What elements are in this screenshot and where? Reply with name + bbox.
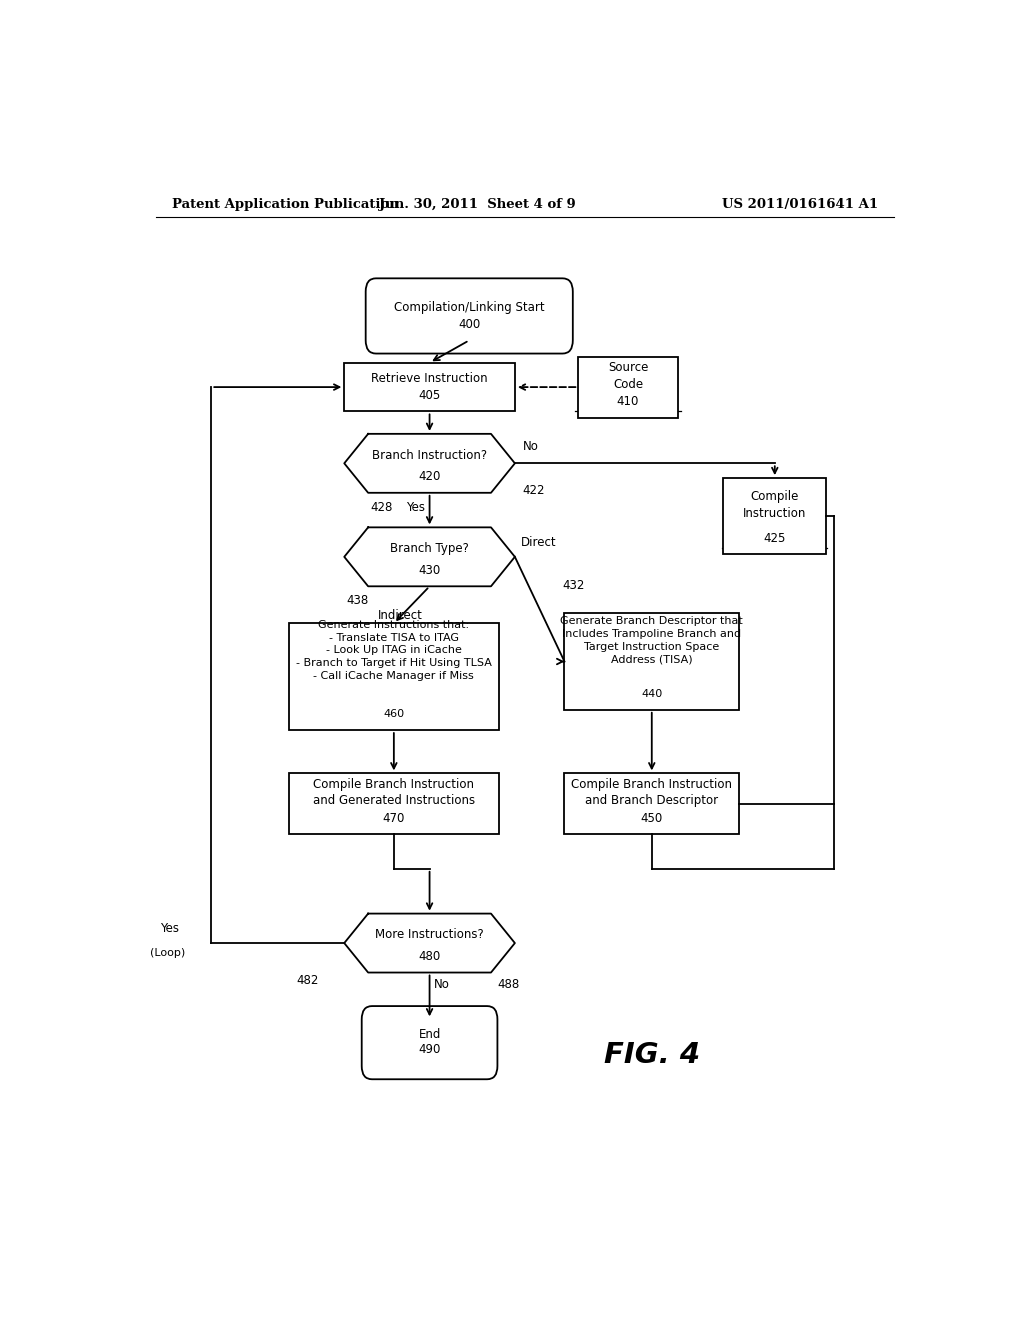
Text: Compile Branch Instruction
and Generated Instructions: Compile Branch Instruction and Generated… [312,777,475,808]
Bar [579,356,678,417]
Polygon shape [344,913,515,973]
Text: US 2011/0161641 A1: US 2011/0161641 A1 [722,198,878,211]
Text: 405: 405 [419,388,440,401]
FancyBboxPatch shape [366,279,572,354]
Text: Patent Application Publication: Patent Application Publication [172,198,398,211]
Text: 482: 482 [297,974,319,986]
Bar [564,774,739,834]
Bar [564,614,739,710]
Text: More Instructions?: More Instructions? [375,928,484,941]
Text: 438: 438 [346,594,369,607]
Polygon shape [344,528,515,586]
Text: 460: 460 [383,709,404,719]
Text: 490: 490 [419,1043,440,1056]
Text: Indirect: Indirect [378,609,423,622]
Text: 450: 450 [641,812,663,825]
Text: 420: 420 [419,470,440,483]
Bar [344,363,515,412]
Text: No: No [433,978,450,990]
Text: (Loop): (Loop) [151,948,185,958]
Text: 432: 432 [562,579,585,593]
Text: Retrieve Instruction: Retrieve Instruction [372,372,487,385]
Text: 470: 470 [383,812,406,825]
Text: 428: 428 [370,500,392,513]
Text: Yes: Yes [406,500,425,513]
Text: Jun. 30, 2011  Sheet 4 of 9: Jun. 30, 2011 Sheet 4 of 9 [379,198,575,211]
Text: 488: 488 [497,978,519,990]
Text: 400: 400 [458,318,480,330]
Text: 430: 430 [419,564,440,577]
Text: Compilation/Linking Start: Compilation/Linking Start [394,301,545,314]
Text: Direct: Direct [521,536,557,549]
Text: End: End [419,1028,440,1041]
Polygon shape [344,434,515,492]
Text: Branch Instruction?: Branch Instruction? [372,449,487,462]
FancyBboxPatch shape [361,1006,498,1080]
Text: 425: 425 [764,532,786,545]
Text: FIG. 4: FIG. 4 [604,1041,699,1069]
Text: Generate Branch Descriptor that
Includes Trampoline Branch and
Target Instructio: Generate Branch Descriptor that Includes… [560,616,743,664]
Text: Source
Code: Source Code [608,362,648,391]
Text: Yes: Yes [160,923,179,936]
Bar [723,478,826,554]
Text: 410: 410 [616,395,639,408]
Text: 422: 422 [523,483,546,496]
Bar [289,774,499,834]
Bar [289,623,499,730]
Text: Compile
Instruction: Compile Instruction [743,490,807,520]
Text: Compile Branch Instruction
and Branch Descriptor: Compile Branch Instruction and Branch De… [571,777,732,808]
Text: 480: 480 [419,950,440,962]
Text: No: No [523,440,539,453]
Text: Generate Instructions that:
- Translate TISA to ITAG
- Look Up ITAG in iCache
- : Generate Instructions that: - Translate … [296,619,492,681]
Text: 440: 440 [641,689,663,698]
Text: Branch Type?: Branch Type? [390,543,469,556]
